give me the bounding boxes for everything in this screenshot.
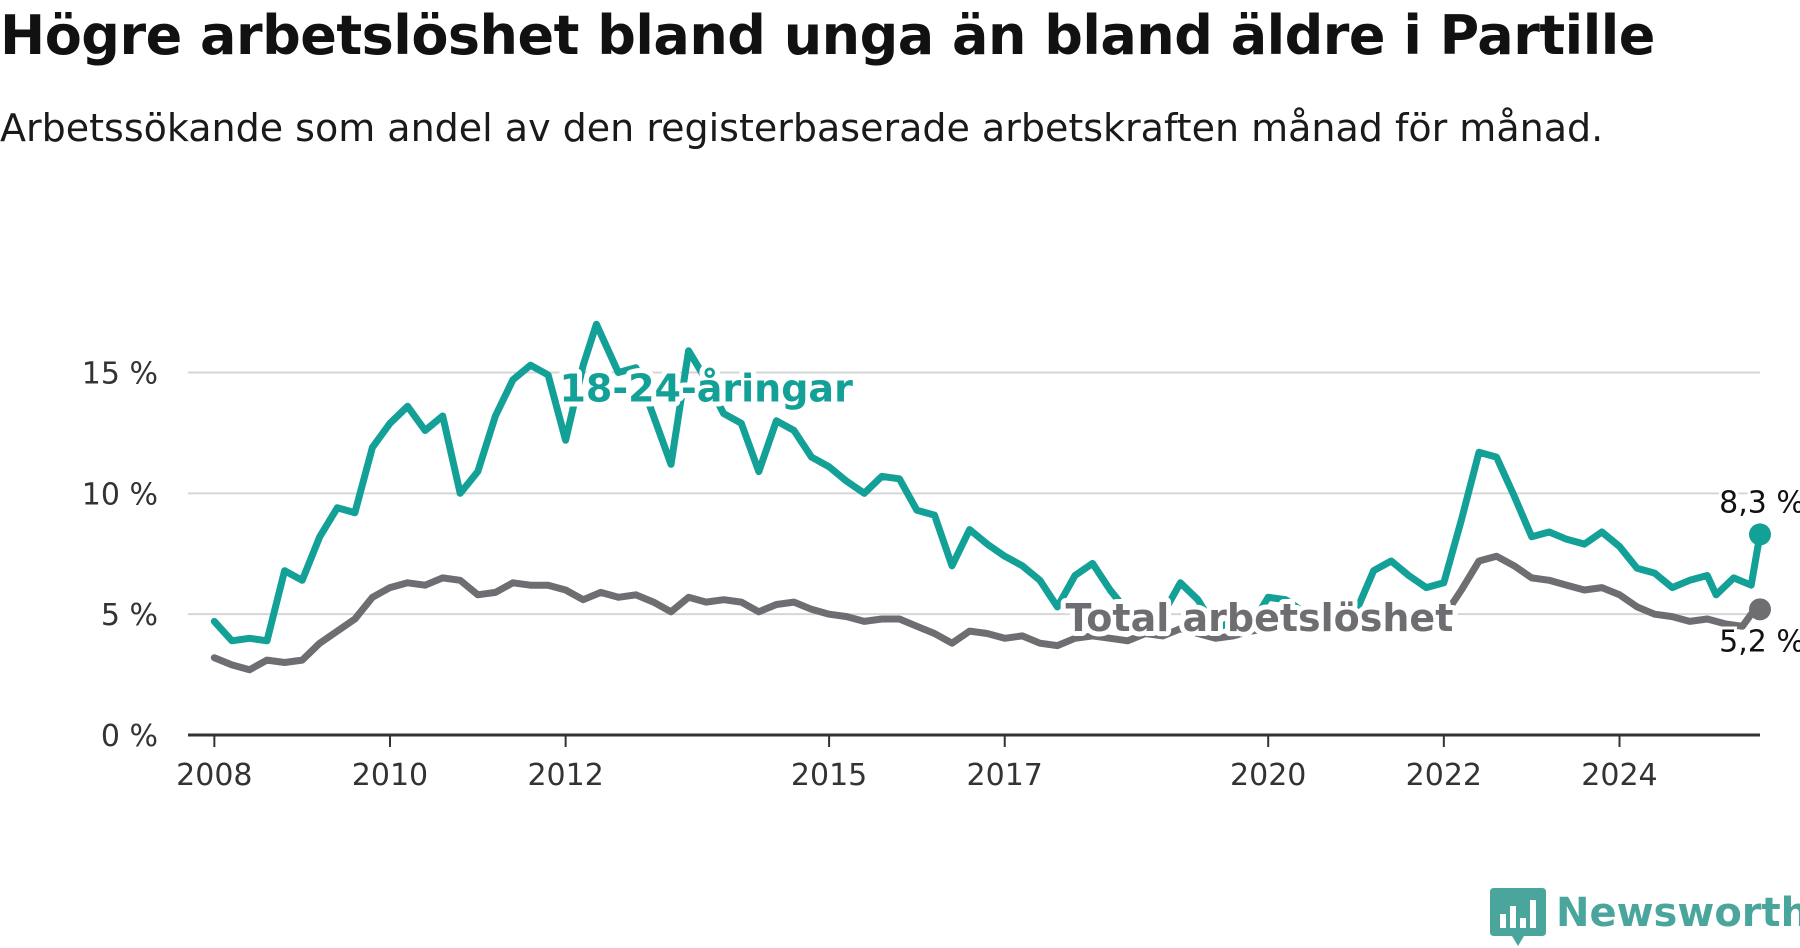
brand-logo: Newsworthy [1490,888,1800,948]
x-tick-label: 2017 [967,758,1043,793]
chart-subtitle: Arbetssökande som andel av den registerb… [0,106,1604,150]
x-tick-label: 2024 [1581,758,1657,793]
end-value-label: 8,3 % [1719,485,1800,520]
end-point [1749,598,1771,621]
series-labels: 18-24-åringar 8,3 % Total arbetslöshet 5,2 … [554,362,1800,663]
y-tick-label: 10 % [82,477,158,512]
series-line [210,552,1764,674]
x-tick-label: 2015 [791,758,867,793]
gridlines [188,371,1760,616]
series-line [210,320,1764,645]
y-tick-label: 0 % [101,719,158,754]
series-label: 18-24-åringar [559,367,853,411]
series-lines [210,320,1771,674]
x-tick-label: 2022 [1406,758,1482,793]
end-value-label: 5,2 % [1719,624,1800,659]
chart-title: Högre arbetslöshet bland unga än bland ä… [0,4,1655,67]
newsworthy-logo-icon [1490,888,1546,946]
brand-name: Newsworthy [1556,890,1800,936]
x-tick-label: 2010 [352,758,428,793]
axes: 0 % 5 % 10 % 15 % 2008 2010 2012 2015 2017 2020 20… [82,357,1760,793]
series-label: Total arbetslöshet [1065,596,1453,640]
y-tick-label: 15 % [82,357,158,392]
y-tick-label: 5 % [101,598,158,633]
end-point [1749,523,1771,546]
x-tick-label: 2020 [1230,758,1306,793]
x-tick-label: 2008 [176,758,252,793]
x-tick-label: 2012 [527,758,603,793]
